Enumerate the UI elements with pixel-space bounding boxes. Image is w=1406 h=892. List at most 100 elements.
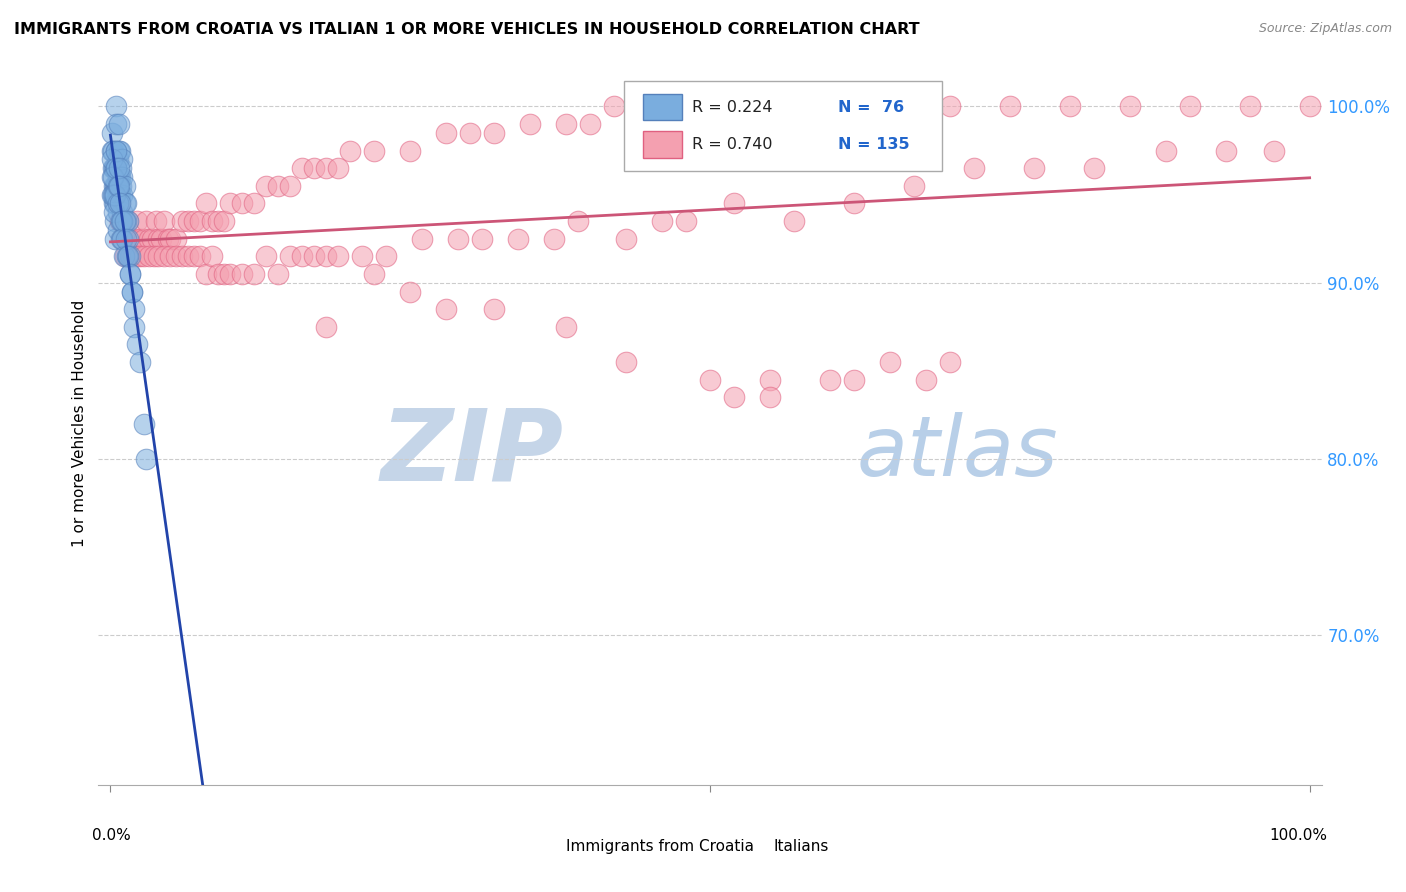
- Point: [120, 249, 142, 263]
- FancyBboxPatch shape: [533, 836, 560, 859]
- Point: [363, 267, 385, 281]
- Text: R = 0.740: R = 0.740: [692, 136, 772, 152]
- Point: [110, 214, 132, 228]
- Point: [105, 178, 128, 193]
- Point: [100, 144, 122, 158]
- Y-axis label: 1 or more Vehicles in Household: 1 or more Vehicles in Household: [72, 300, 87, 548]
- Point: [132, 417, 155, 431]
- Point: [842, 196, 865, 211]
- Point: [183, 214, 205, 228]
- Point: [315, 161, 337, 176]
- Point: [101, 169, 124, 184]
- Point: [118, 249, 141, 263]
- Point: [153, 249, 176, 263]
- Point: [100, 126, 122, 140]
- Point: [107, 196, 129, 211]
- Point: [141, 232, 163, 246]
- Point: [352, 249, 374, 263]
- Point: [114, 249, 136, 263]
- Point: [111, 214, 134, 228]
- Point: [579, 117, 602, 131]
- Point: [482, 302, 505, 317]
- Point: [1178, 99, 1201, 113]
- Point: [108, 117, 129, 131]
- Point: [903, 178, 925, 193]
- Point: [156, 232, 179, 246]
- Point: [115, 232, 138, 246]
- Point: [842, 373, 865, 387]
- Point: [651, 214, 673, 228]
- Text: N =  76: N = 76: [838, 100, 904, 115]
- FancyBboxPatch shape: [624, 80, 942, 171]
- Point: [148, 249, 170, 263]
- Point: [108, 161, 129, 176]
- Point: [638, 99, 661, 113]
- Point: [723, 390, 745, 404]
- Point: [172, 249, 194, 263]
- Point: [278, 178, 301, 193]
- Point: [107, 153, 129, 167]
- Point: [100, 169, 122, 184]
- Point: [103, 205, 125, 219]
- Point: [110, 161, 132, 176]
- FancyBboxPatch shape: [741, 836, 768, 859]
- Point: [111, 232, 134, 246]
- Point: [115, 214, 138, 228]
- Point: [675, 214, 697, 228]
- Point: [114, 196, 136, 211]
- Point: [519, 117, 541, 131]
- Point: [100, 187, 122, 202]
- Point: [125, 214, 148, 228]
- Point: [108, 169, 131, 184]
- Point: [243, 196, 266, 211]
- Point: [101, 161, 124, 176]
- Point: [117, 232, 139, 246]
- Point: [267, 178, 290, 193]
- Point: [188, 214, 211, 228]
- Point: [339, 144, 361, 158]
- Point: [219, 196, 242, 211]
- Point: [759, 99, 782, 113]
- Point: [100, 153, 122, 167]
- Point: [543, 232, 565, 246]
- Point: [104, 161, 127, 176]
- Point: [129, 355, 152, 369]
- Point: [231, 267, 253, 281]
- Point: [879, 355, 901, 369]
- Point: [111, 232, 134, 246]
- Point: [108, 144, 129, 158]
- Point: [108, 187, 129, 202]
- Point: [1215, 144, 1237, 158]
- Point: [614, 355, 637, 369]
- Point: [108, 196, 129, 211]
- Point: [117, 214, 139, 228]
- Point: [434, 302, 457, 317]
- Point: [304, 249, 326, 263]
- Point: [254, 178, 277, 193]
- Point: [188, 249, 211, 263]
- Point: [124, 302, 146, 317]
- Text: Italians: Italians: [773, 838, 830, 854]
- Point: [124, 319, 146, 334]
- FancyBboxPatch shape: [643, 131, 682, 158]
- Point: [315, 319, 337, 334]
- Point: [1022, 161, 1045, 176]
- Text: ZIP: ZIP: [380, 404, 564, 501]
- Point: [201, 249, 224, 263]
- Point: [121, 232, 143, 246]
- Point: [328, 161, 350, 176]
- Point: [214, 267, 236, 281]
- Point: [142, 249, 165, 263]
- Point: [555, 319, 578, 334]
- Point: [111, 214, 134, 228]
- Point: [105, 117, 128, 131]
- Point: [759, 390, 782, 404]
- Text: 100.0%: 100.0%: [1270, 829, 1327, 843]
- Point: [124, 232, 146, 246]
- Point: [1154, 144, 1177, 158]
- Point: [363, 144, 385, 158]
- Point: [110, 232, 132, 246]
- Point: [207, 214, 229, 228]
- Point: [195, 196, 218, 211]
- Point: [998, 99, 1021, 113]
